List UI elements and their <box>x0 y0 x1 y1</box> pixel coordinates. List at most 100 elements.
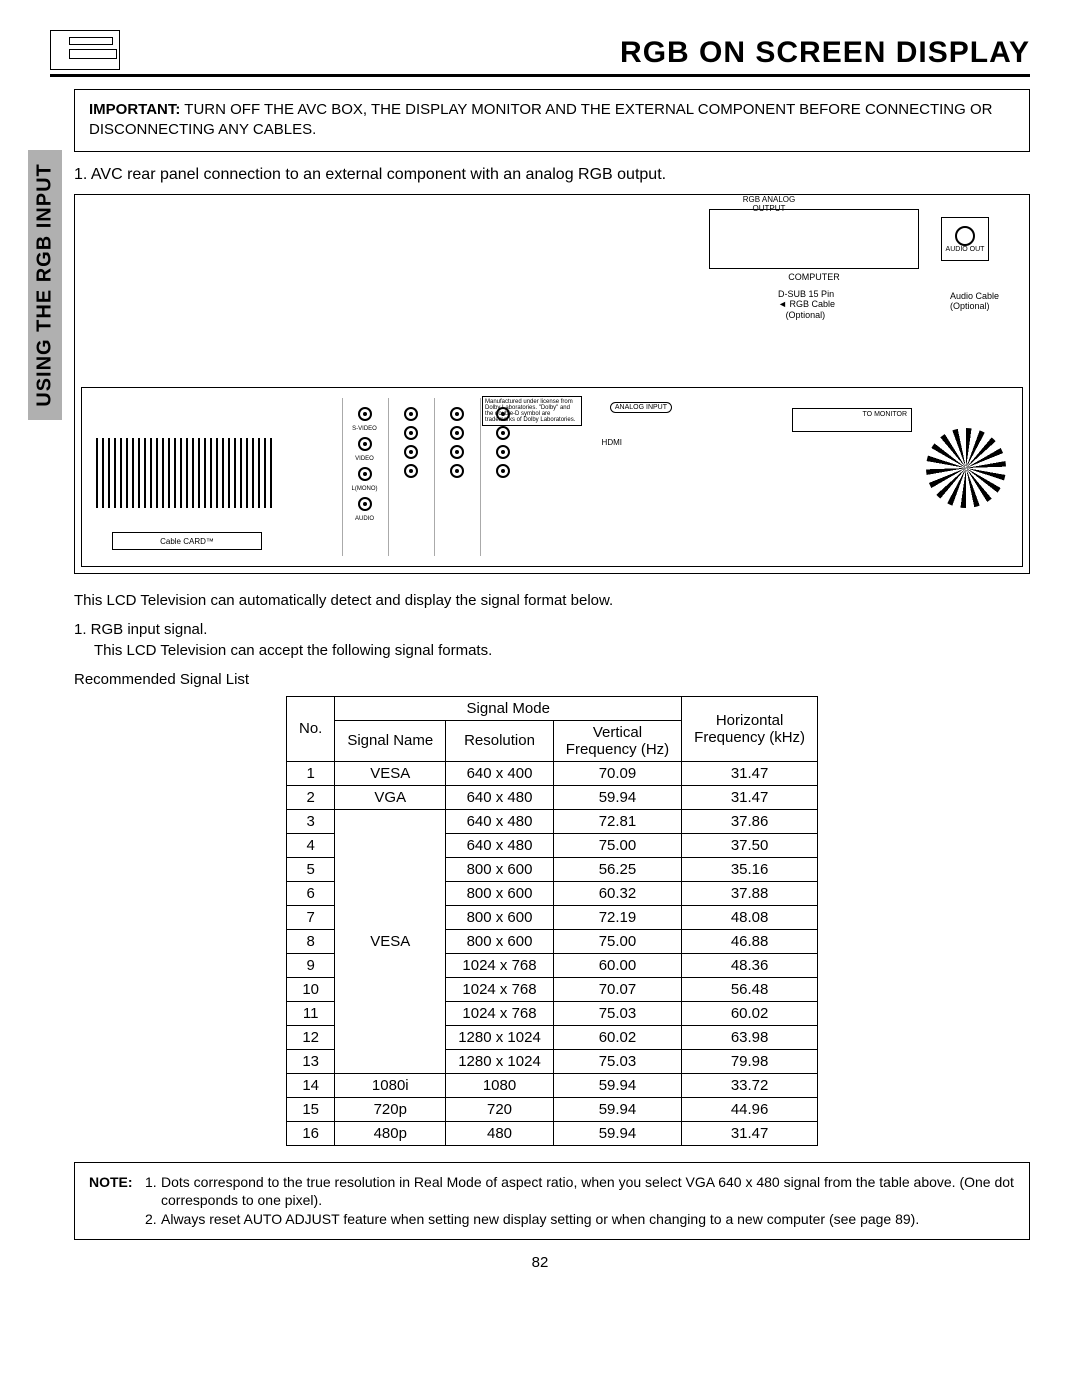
cell-resolution: 800 x 600 <box>446 857 554 881</box>
cell-resolution: 720 <box>446 1097 554 1121</box>
dsub-text: D-SUB 15 Pin <box>778 289 834 299</box>
th-resolution: Resolution <box>446 720 554 761</box>
cell-resolution: 1280 x 1024 <box>446 1049 554 1073</box>
cell-no: 9 <box>286 953 334 977</box>
to-monitor-label: TO MONITOR <box>792 408 912 432</box>
audio-cable-text: Audio Cable <box>950 291 999 301</box>
cell-signal-name: 480p <box>335 1121 446 1145</box>
cell-vfreq: 72.19 <box>553 905 681 929</box>
cell-no: 8 <box>286 929 334 953</box>
step-1: 1. AVC rear panel connection to an exter… <box>74 166 1030 184</box>
cell-resolution: 640 x 400 <box>446 761 554 785</box>
cell-resolution: 480 <box>446 1121 554 1145</box>
cell-no: 14 <box>286 1073 334 1097</box>
vent-icon <box>96 438 276 508</box>
note-box: NOTE: 1. Dots correspond to the true res… <box>74 1162 1030 1241</box>
page-number: 82 <box>50 1254 1030 1271</box>
cell-hfreq: 48.08 <box>682 905 818 929</box>
cell-vfreq: 59.94 <box>553 1121 681 1145</box>
cell-vfreq: 75.00 <box>553 833 681 857</box>
cell-no: 11 <box>286 1001 334 1025</box>
cell-hfreq: 35.16 <box>682 857 818 881</box>
note-1: Dots correspond to the true resolution i… <box>161 1173 1015 1211</box>
cell-hfreq: 46.88 <box>682 929 818 953</box>
cell-hfreq: 79.98 <box>682 1049 818 1073</box>
rear-panel: Cable CARD™ Manufactured under license f… <box>81 387 1023 567</box>
cell-signal-name: VESA <box>335 809 446 1073</box>
cell-resolution: 800 x 600 <box>446 929 554 953</box>
jack-col-1: S-VIDEO VIDEO L(MONO) AUDIO <box>342 398 386 556</box>
detect-paragraph: This LCD Television can automatically de… <box>74 592 1030 609</box>
section-tab: USING THE RGB INPUT <box>28 150 62 420</box>
audio-optional-text: (Optional) <box>950 301 990 311</box>
section-tab-label: USING THE RGB INPUT <box>34 163 57 406</box>
cell-vfreq: 70.09 <box>553 761 681 785</box>
cell-vfreq: 59.94 <box>553 785 681 809</box>
cell-no: 7 <box>286 905 334 929</box>
table-row: 16480p48059.9431.47 <box>286 1121 817 1145</box>
cell-resolution: 800 x 600 <box>446 881 554 905</box>
table-row: 3VESA640 x 48072.8137.86 <box>286 809 817 833</box>
cell-signal-name: 1080i <box>335 1073 446 1097</box>
cell-vfreq: 75.00 <box>553 929 681 953</box>
cell-hfreq: 33.72 <box>682 1073 818 1097</box>
th-no: No. <box>286 696 334 761</box>
substep-1-desc: This LCD Television can accept the follo… <box>94 642 1030 659</box>
cell-resolution: 1024 x 768 <box>446 1001 554 1025</box>
jack-col-4 <box>480 398 524 556</box>
cell-signal-name: VESA <box>335 761 446 785</box>
cell-vfreq: 70.07 <box>553 977 681 1001</box>
signal-table: No. Signal Mode HorizontalFrequency (kHz… <box>286 696 818 1146</box>
page-title: RGB ON SCREEN DISPLAY <box>620 36 1030 70</box>
rgb-optional-text: (Optional) <box>786 310 826 320</box>
cell-resolution: 640 x 480 <box>446 785 554 809</box>
cell-hfreq: 44.96 <box>682 1097 818 1121</box>
important-box: IMPORTANT: TURN OFF THE AVC BOX, THE DIS… <box>74 89 1030 152</box>
cell-hfreq: 48.36 <box>682 953 818 977</box>
substep-1: 1. RGB input signal. <box>74 621 1030 638</box>
cell-hfreq: 37.50 <box>682 833 818 857</box>
note-2: Always reset AUTO ADJUST feature when se… <box>161 1210 1015 1229</box>
cell-vfreq: 56.25 <box>553 857 681 881</box>
important-text: TURN OFF THE AVC BOX, THE DISPLAY MONITO… <box>89 101 992 138</box>
cell-hfreq: 63.98 <box>682 1025 818 1049</box>
note-num-2: 2. <box>145 1210 161 1229</box>
cell-vfreq: 60.00 <box>553 953 681 977</box>
th-vfreq: VerticalFrequency (Hz) <box>553 720 681 761</box>
header-bar: RGB ON SCREEN DISPLAY <box>50 30 1030 77</box>
cell-no: 16 <box>286 1121 334 1145</box>
product-icon <box>50 30 120 70</box>
cell-no: 5 <box>286 857 334 881</box>
cell-vfreq: 59.94 <box>553 1097 681 1121</box>
fan-icon <box>926 428 1006 508</box>
cell-no: 12 <box>286 1025 334 1049</box>
cell-resolution: 800 x 600 <box>446 905 554 929</box>
table-row: 2VGA640 x 48059.9431.47 <box>286 785 817 809</box>
important-label: IMPORTANT: <box>89 101 180 118</box>
cell-hfreq: 60.02 <box>682 1001 818 1025</box>
rgb-cable-text: RGB Cable <box>789 299 835 309</box>
cell-resolution: 1280 x 1024 <box>446 1025 554 1049</box>
table-row: 141080i108059.9433.72 <box>286 1073 817 1097</box>
cell-vfreq: 59.94 <box>553 1073 681 1097</box>
hdmi-label: HDMI <box>602 438 622 447</box>
cell-vfreq: 75.03 <box>553 1001 681 1025</box>
dsub-label: D-SUB 15 Pin ◄ RGB Cable (Optional) <box>778 289 835 321</box>
jack-col-3 <box>434 398 478 556</box>
cell-hfreq: 37.86 <box>682 809 818 833</box>
cell-hfreq: 56.48 <box>682 977 818 1001</box>
cell-no: 3 <box>286 809 334 833</box>
note-num-1: 1. <box>145 1173 161 1211</box>
cell-no: 2 <box>286 785 334 809</box>
cell-no: 13 <box>286 1049 334 1073</box>
th-signal-name: Signal Name <box>335 720 446 761</box>
table-row: 15720p72059.9444.96 <box>286 1097 817 1121</box>
cell-signal-name: VGA <box>335 785 446 809</box>
cell-resolution: 1024 x 768 <box>446 977 554 1001</box>
computer-icon <box>709 209 919 269</box>
cell-hfreq: 31.47 <box>682 1121 818 1145</box>
cell-hfreq: 37.88 <box>682 881 818 905</box>
cell-hfreq: 31.47 <box>682 761 818 785</box>
table-row: 1VESA640 x 40070.0931.47 <box>286 761 817 785</box>
table-caption: Recommended Signal List <box>74 671 1030 688</box>
